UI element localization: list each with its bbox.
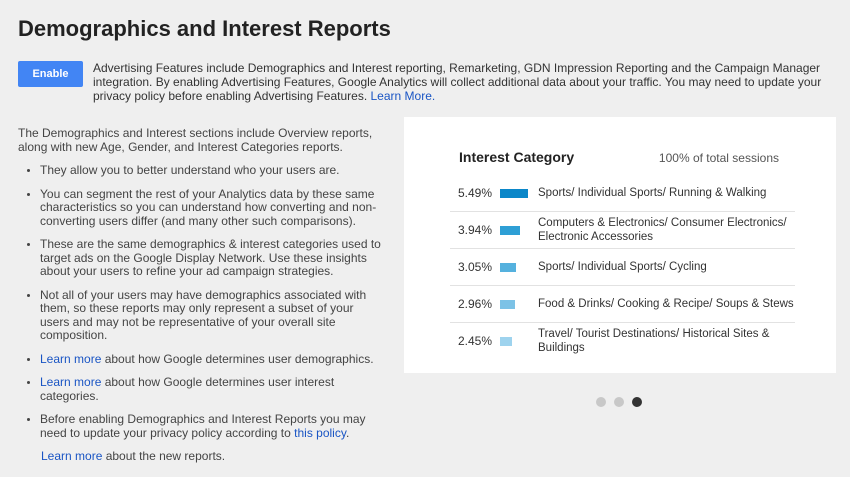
intro-body: Advertising Features include Demographic…	[93, 61, 822, 103]
interest-rows: 5.49% Sports/ Individual Sports/ Running …	[450, 175, 795, 359]
description: The Demographics and Interest sections i…	[18, 126, 383, 464]
carousel-dot[interactable]	[614, 397, 624, 407]
interest-percent: 3.94%	[457, 223, 492, 237]
interest-label: Food & Drinks/ Cooking & Recipe/ Soups &…	[538, 298, 794, 310]
interest-label: Computers & Electronics/ Consumer Electr…	[538, 217, 787, 243]
bullet-5: Learn more about how Google determines u…	[40, 351, 383, 367]
bullet-suffix: .	[345, 425, 350, 440]
learn-more-demographics-link[interactable]: Learn more	[40, 351, 102, 366]
carousel-dot[interactable]	[596, 397, 606, 407]
page-title: Demographics and Interest Reports	[18, 16, 391, 41]
bullet-text: about how Google determines user interes…	[40, 375, 335, 403]
footer-text: about the new reports.	[102, 449, 226, 463]
interest-bar	[500, 225, 520, 235]
bullet-3: These are the same demographics & intere…	[40, 237, 383, 279]
interest-bar	[500, 188, 528, 198]
bullet-7: Before enabling Demographics and Interes…	[40, 412, 383, 440]
bullet-1: They allow you to better understand who …	[40, 163, 383, 178]
interest-percent: 2.96%	[457, 297, 492, 311]
card-header: Interest Category 100% of total sessions	[459, 149, 783, 165]
interest-label: Travel/ Tourist Destinations/ Historical…	[538, 328, 770, 354]
learn-more-interest-link[interactable]: Learn more	[40, 375, 102, 389]
bullet-text: These are the same demographics & intere…	[40, 237, 381, 278]
interest-bar-track	[492, 225, 536, 235]
description-bullets: They allow you to better understand who …	[18, 163, 383, 440]
bullet-text: You can segment the rest of your Analyti…	[40, 186, 377, 228]
interest-percent: 3.05%	[457, 260, 492, 274]
card-title: Interest Category	[459, 149, 575, 165]
interest-bar	[500, 336, 512, 346]
bullet-6: Learn more about how Google determines u…	[40, 375, 383, 403]
interest-percent: 2.45%	[457, 334, 492, 348]
bullet-text: Before enabling Demographics and Interes…	[40, 412, 366, 440]
bullet-text: They allow you to better understand who …	[40, 163, 340, 177]
interest-percent: 5.49%	[457, 186, 492, 200]
interest-row: 2.45% Travel/ Tourist Destinations/ Histo…	[450, 323, 795, 359]
intro-learn-more-link[interactable]: Learn More.	[370, 89, 436, 103]
bullet-2: You can segment the rest of your Analyti…	[40, 186, 383, 229]
interest-label: Sports/ Individual Sports/ Cycling	[538, 261, 707, 273]
interest-row: 2.96% Food & Drinks/ Cooking & Recipe/ So…	[450, 286, 795, 323]
this-policy-link[interactable]: this policy	[294, 425, 346, 440]
interest-bar-track	[492, 336, 536, 346]
interest-label: Sports/ Individual Sports/ Running & Wal…	[538, 187, 767, 199]
carousel-dots	[596, 397, 642, 407]
description-lead: The Demographics and Interest sections i…	[18, 126, 373, 154]
interest-bar	[500, 262, 516, 272]
interest-bar	[500, 299, 515, 309]
interest-bar-track	[492, 262, 536, 272]
carousel-dot[interactable]	[632, 397, 642, 407]
interest-category-card: Interest Category 100% of total sessions…	[404, 117, 836, 373]
enable-button[interactable]: Enable	[18, 61, 83, 87]
card-subtitle: 100% of total sessions	[658, 151, 779, 165]
bullet-4: Not all of your users may have demograph…	[40, 287, 383, 343]
interest-bar-track	[492, 299, 536, 309]
interest-row: 3.05% Sports/ Individual Sports/ Cycling	[450, 249, 795, 286]
interest-row: 3.94% Computers & Electronics/ Consumer E…	[450, 212, 795, 249]
bullet-text: Not all of your users may have demograph…	[40, 287, 367, 342]
interest-bar-track	[492, 188, 536, 198]
interest-row: 5.49% Sports/ Individual Sports/ Running …	[450, 175, 795, 212]
learn-more-reports-link[interactable]: Learn more	[41, 449, 103, 463]
footer-note: Learn more about the new reports.	[18, 449, 383, 464]
bullet-text: about how Google determines user demogra…	[101, 351, 374, 366]
intro-text: Advertising Features include Demographic…	[93, 61, 838, 103]
